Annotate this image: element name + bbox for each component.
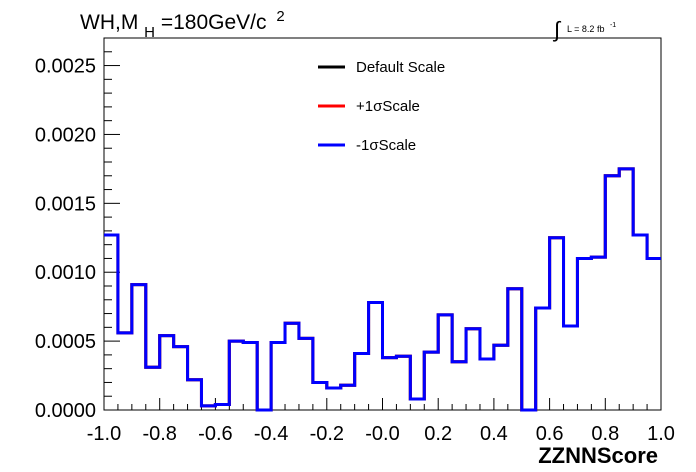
- y-tick-label: 0.0015: [35, 193, 96, 215]
- x-tick-label: -0.0: [365, 423, 399, 445]
- legend-label-minus-sigma: -1σScale: [356, 137, 416, 154]
- legend-label-default-scale: Default Scale: [356, 59, 445, 76]
- title-superscript: 2: [276, 8, 284, 25]
- x-tick-label: 0.4: [480, 423, 508, 445]
- y-axis: 0.0000 0.0005 0.0010 0.0015 0.0020 0.0025: [35, 37, 120, 422]
- x-tick-label: -0.2: [310, 423, 344, 445]
- title-suffix: =180GeV/c: [161, 11, 267, 34]
- luminosity-exponent: -1: [610, 22, 616, 29]
- y-tick-label: 0.0005: [35, 331, 96, 353]
- luminosity-text: L = 8.2 fb: [567, 24, 604, 34]
- x-axis-title: ZZNNScore: [538, 443, 658, 468]
- x-tick-label: -0.8: [142, 423, 176, 445]
- x-tick-label: 0.2: [424, 423, 452, 445]
- series-line-minus-sigma-scale: [104, 167, 661, 412]
- x-axis: -1.0 -0.8 -0.6 -0.4 -0.2 -0.0 0.2 0.4 0.6 0.8 1.0: [87, 398, 675, 445]
- luminosity-integral-symbol: ∫: [552, 17, 562, 42]
- x-tick-label: 1.0: [647, 423, 675, 445]
- y-tick-label: 0.0010: [35, 262, 96, 284]
- x-tick-label: -1.0: [87, 423, 121, 445]
- chart-title: WH,M H =180GeV/c 2: [80, 8, 285, 42]
- legend-label-plus-sigma: +1σScale: [356, 98, 420, 115]
- y-tick-label: 0.0000: [35, 400, 96, 422]
- x-tick-label: -0.6: [198, 423, 232, 445]
- luminosity-label: L = 8.2 fb -1: [567, 22, 616, 34]
- x-tick-label: -0.4: [254, 423, 288, 445]
- title-prefix: WH,M: [80, 11, 138, 34]
- series-group: [104, 167, 661, 412]
- x-tick-label: 0.8: [591, 423, 619, 445]
- y-tick-label: 0.0020: [35, 124, 96, 146]
- y-tick-label: 0.0025: [35, 56, 96, 78]
- legend: Default Scale +1σScale -1σScale: [318, 59, 445, 154]
- title-subscript: H: [144, 24, 155, 41]
- x-tick-label: 0.6: [536, 423, 564, 445]
